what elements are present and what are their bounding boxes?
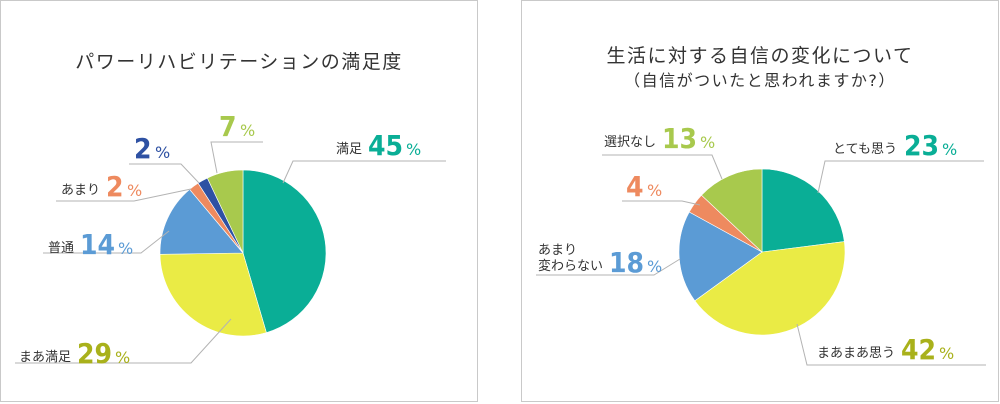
slice-label: 変わらない bbox=[538, 258, 603, 274]
pie-slice bbox=[761, 168, 845, 253]
chart-panel-confidence: 生活に対する自信の変化について （自信がついたと思われますか?） とても思う 23… bbox=[521, 0, 999, 402]
slice-value: 45 bbox=[368, 129, 403, 162]
slice-unit: % bbox=[700, 133, 715, 152]
leader-line bbox=[15, 318, 232, 364]
leader-line bbox=[602, 154, 723, 180]
pie-chart-satisfaction: 満足 45 %まあ満足 29 %普通 14 %あまり 2 %2 %7% bbox=[15, 110, 446, 370]
pie-slice bbox=[159, 252, 267, 337]
leader-line bbox=[622, 200, 701, 206]
pie-slice bbox=[159, 188, 244, 255]
slice-value: 23 bbox=[904, 129, 939, 162]
pie-slice bbox=[206, 169, 244, 254]
chart-title: 生活に対する自信の変化について bbox=[606, 45, 914, 67]
slice-label: あまり bbox=[61, 183, 100, 198]
leader-line bbox=[536, 258, 681, 276]
leader-line bbox=[282, 160, 446, 184]
leader-line bbox=[129, 163, 200, 184]
slice-unit: % bbox=[155, 143, 170, 162]
slice-unit: % bbox=[240, 121, 255, 140]
slice-label: 満足 bbox=[336, 142, 362, 157]
slice-unit: % bbox=[647, 257, 662, 276]
pie-slice bbox=[242, 169, 327, 334]
leader-line bbox=[817, 160, 984, 194]
chart-title: パワーリハビリテーションの満足度 bbox=[75, 51, 403, 73]
leader-line bbox=[210, 141, 263, 174]
pie-slice bbox=[701, 168, 763, 253]
slice-unit: % bbox=[942, 140, 957, 159]
slice-unit: % bbox=[647, 181, 662, 200]
slice-value: 29 bbox=[77, 337, 112, 370]
slice-unit: % bbox=[115, 348, 130, 367]
slice-value: 18 bbox=[609, 246, 644, 279]
slice-value: 42 bbox=[901, 333, 936, 366]
slice-unit: % bbox=[939, 344, 954, 363]
slice-label-line: あまり bbox=[538, 243, 577, 258]
slice-unit: % bbox=[118, 239, 133, 258]
slice-value: 13 bbox=[662, 122, 697, 155]
slice-label: まあまあ思う bbox=[817, 346, 895, 361]
slice-value: 7 bbox=[219, 110, 237, 143]
chart-panel-satisfaction: パワーリハビリテーションの満足度 満足 45% まあ満足 29% 普通 14% あまり 2% 2… bbox=[0, 0, 478, 402]
slice-value: 4 bbox=[626, 170, 644, 203]
leader-line bbox=[43, 230, 170, 254]
pie-slice bbox=[678, 211, 763, 302]
slice-value: 14 bbox=[80, 228, 115, 261]
slice-unit: % bbox=[127, 181, 142, 200]
slice-value: 2 bbox=[106, 170, 124, 203]
chart-subtitle: （自信がついたと思われますか?） bbox=[624, 71, 896, 90]
leader-line bbox=[796, 323, 986, 366]
leader-line bbox=[56, 188, 192, 202]
slice-value: 2 bbox=[134, 132, 152, 165]
slice-label: とても思う bbox=[833, 142, 897, 157]
slice-label: 普通 bbox=[48, 241, 74, 256]
slice-label: 選択なし bbox=[604, 135, 656, 150]
slice-unit: % bbox=[406, 140, 421, 159]
pie-slice bbox=[694, 241, 846, 336]
slice-label: まあ満足 bbox=[19, 350, 71, 365]
